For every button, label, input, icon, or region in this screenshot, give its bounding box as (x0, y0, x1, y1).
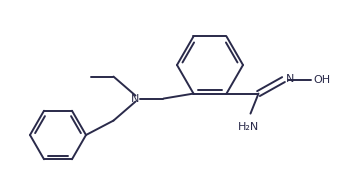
Text: H₂N: H₂N (238, 122, 259, 132)
Text: N: N (131, 94, 140, 104)
Text: OH: OH (313, 75, 331, 85)
Text: N: N (285, 74, 294, 84)
